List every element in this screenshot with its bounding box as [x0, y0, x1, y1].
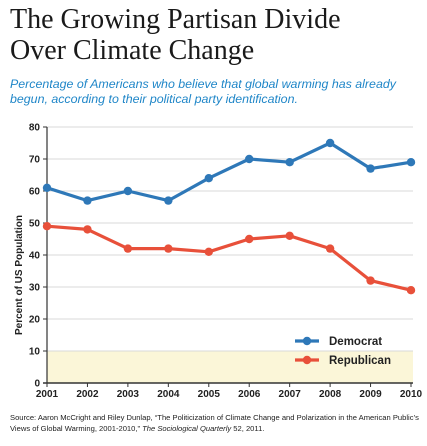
point-republican-2010 [406, 286, 416, 295]
x-tick-label-2001: 2001 [36, 389, 59, 400]
chart-title: The Growing Partisan Divide Over Climate… [10, 4, 420, 66]
point-democrat-2006 [245, 154, 254, 164]
point-democrat-2009 [366, 164, 375, 173]
y-tick-label-70: 70 [29, 155, 41, 166]
y-tick-label-10: 10 [29, 347, 41, 358]
point-democrat-2008 [325, 138, 335, 148]
point-republican-2003 [123, 244, 133, 253]
point-republican-2001 [42, 222, 52, 231]
point-republican-2002 [83, 225, 92, 234]
x-tick-label-2004: 2004 [157, 389, 180, 400]
y-tick-label-80: 80 [29, 123, 41, 134]
point-republican-2008 [325, 244, 335, 253]
x-tick-label-2006: 2006 [238, 389, 261, 400]
x-tick-label-2002: 2002 [76, 389, 99, 400]
source-prefix: Source: Aaron McCright and Riley Dunlap,… [10, 413, 419, 433]
x-tick-label-2005: 2005 [198, 389, 221, 400]
title-line-2: Over Climate Change [10, 35, 255, 66]
source-note: Source: Aaron McCright and Riley Dunlap,… [10, 412, 422, 434]
x-tick-label-2007: 2007 [279, 389, 302, 400]
series-line-democrat [46, 141, 412, 203]
point-democrat-2007 [285, 158, 294, 167]
point-democrat-2002 [83, 196, 92, 205]
legend-label-republican: Republican [329, 355, 391, 367]
title-line-1: The Growing Partisan Divide [10, 4, 341, 35]
legend-marker-democrat [302, 336, 312, 346]
point-democrat-2001 [42, 183, 52, 192]
x-tick-label-2009: 2009 [359, 389, 382, 400]
y-axis-label: Percent of US Population [14, 215, 25, 335]
point-republican-2007 [285, 231, 294, 240]
legend-label-democrat: Democrat [329, 336, 382, 348]
point-republican-2009 [366, 276, 375, 285]
x-tick-label-2003: 2003 [117, 389, 140, 400]
series-line-republican [46, 224, 412, 292]
source-journal: The Sociological Quarterly [142, 424, 232, 433]
axis-band [47, 351, 413, 383]
source-suffix: 52, 2011. [231, 424, 265, 433]
point-democrat-2003 [123, 186, 133, 196]
point-democrat-2005 [204, 174, 213, 183]
y-tick-label-30: 30 [29, 283, 41, 294]
point-republican-2006 [245, 234, 254, 244]
y-tick-label-50: 50 [29, 219, 41, 230]
y-tick-label-40: 40 [29, 251, 41, 262]
y-tick-label-20: 20 [29, 315, 41, 326]
x-tick-label-2008: 2008 [319, 389, 342, 400]
point-republican-2005 [204, 247, 213, 256]
chart-subtitle: Percentage of Americans who believe that… [10, 77, 396, 106]
legend-marker-republican [302, 355, 312, 365]
point-democrat-2004 [164, 196, 173, 205]
line-chart: 0 10 20 30 40 50 60 70 80 2001 2002 2003 2004 2005 200… [14, 123, 423, 401]
x-tick-label-2010: 2010 [400, 389, 423, 400]
y-tick-label-60: 60 [29, 187, 41, 198]
point-democrat-2010 [406, 158, 416, 167]
point-republican-2004 [164, 244, 173, 253]
y-tick-label-0: 0 [34, 379, 40, 390]
